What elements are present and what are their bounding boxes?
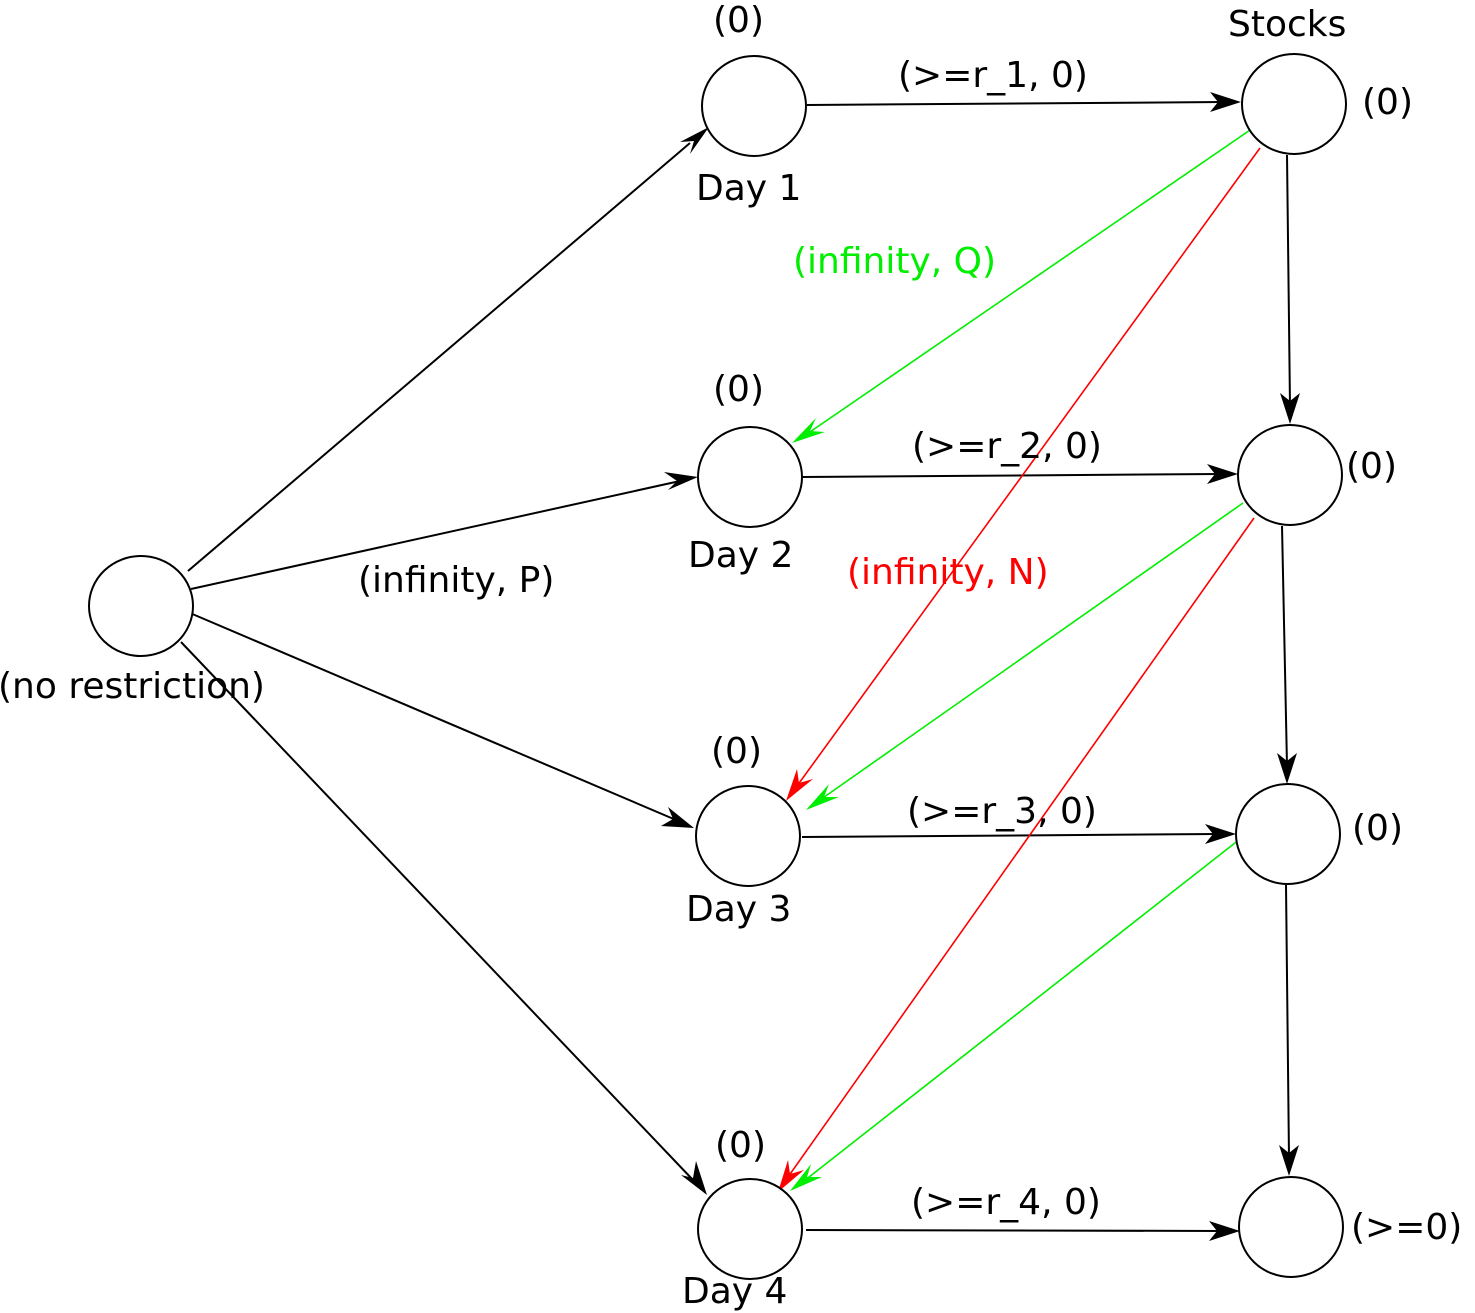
edge-day4-stock4 bbox=[805, 1229, 1223, 1232]
day-to-stock-edges bbox=[801, 92, 1241, 1241]
arrowhead-stock2-day3 bbox=[806, 784, 839, 810]
edge-label-source-days: (infinity, P) bbox=[358, 560, 554, 601]
edge-day2-stock2 bbox=[802, 473, 1221, 478]
edge-source-day1 bbox=[187, 142, 691, 572]
arrowhead-stock2-day4 bbox=[778, 1160, 804, 1192]
arrowhead-day3-stock3 bbox=[1205, 824, 1236, 844]
edge-stock1-stock2 bbox=[1286, 154, 1291, 407]
nodes bbox=[88, 53, 1347, 1280]
source-to-day-edges bbox=[180, 127, 709, 1195]
edge-source-day4 bbox=[180, 641, 694, 1181]
edge-stock1-day3 bbox=[796, 147, 1261, 787]
edge-stock1-day2 bbox=[806, 127, 1254, 435]
arrowhead-stock3-day4 bbox=[790, 1164, 822, 1191]
arrowhead-stock1-stock2 bbox=[1280, 393, 1300, 424]
stock1-annotation: (0) bbox=[1362, 82, 1413, 123]
arrowhead-source-day3 bbox=[661, 807, 694, 828]
arrowhead-source-day4 bbox=[681, 1161, 707, 1195]
edge-source-day3 bbox=[189, 612, 677, 821]
edge-label-day2-stock2: (>=r_2, 0) bbox=[912, 426, 1102, 467]
day4-node bbox=[697, 1178, 803, 1280]
edge-label-next-day: (infinity, Q) bbox=[793, 241, 996, 282]
day4-annotation: (0) bbox=[715, 1125, 766, 1166]
edge-source-day2 bbox=[190, 480, 681, 590]
day1-annotation: (0) bbox=[713, 0, 764, 41]
day3-node bbox=[695, 785, 801, 887]
arrowhead-stock1-day3 bbox=[786, 769, 813, 801]
stock4-node bbox=[1238, 1176, 1344, 1278]
arrowhead-stock2-stock3 bbox=[1277, 753, 1297, 784]
edge-label-day3-stock3: (>=r_3, 0) bbox=[907, 791, 1097, 832]
arrowhead-source-day2 bbox=[664, 472, 698, 490]
arrowhead-source-day1 bbox=[680, 127, 709, 154]
day3-name: Day 3 bbox=[686, 889, 791, 930]
day2-name: Day 2 bbox=[688, 535, 793, 576]
stock1-node bbox=[1241, 53, 1347, 155]
edge-day1-stock1 bbox=[806, 101, 1224, 106]
day2-node bbox=[697, 426, 803, 528]
day1-name: Day 1 bbox=[696, 168, 801, 209]
arrowhead-day1-stock1 bbox=[1210, 92, 1241, 112]
day2-annotation: (0) bbox=[713, 369, 764, 410]
arrowhead-day2-stock2 bbox=[1207, 464, 1238, 484]
edge-stock2-day3 bbox=[819, 502, 1244, 801]
stocks-title: Stocks bbox=[1228, 4, 1346, 45]
arrowhead-day4-stock4 bbox=[1209, 1221, 1240, 1241]
arrowhead-stock1-day2 bbox=[792, 418, 825, 443]
stock-to-stock-edges bbox=[1277, 154, 1300, 1176]
day3-annotation: (0) bbox=[711, 731, 762, 772]
edge-stock2-stock3 bbox=[1281, 525, 1288, 767]
day1-node bbox=[701, 55, 807, 157]
stock2-annotation: (0) bbox=[1346, 446, 1397, 487]
source-node bbox=[88, 555, 194, 657]
stock3-annotation: (0) bbox=[1352, 808, 1403, 849]
day4-name: Day 4 bbox=[682, 1271, 787, 1312]
stock3-node bbox=[1235, 783, 1341, 885]
source-label: (no restriction) bbox=[0, 666, 265, 707]
stock2-node bbox=[1237, 424, 1343, 526]
stock4-annotation: (>=0) bbox=[1351, 1207, 1462, 1248]
edge-label-day4-stock4: (>=r_4, 0) bbox=[911, 1182, 1101, 1223]
edge-stock3-day4 bbox=[803, 838, 1241, 1182]
edge-label-day-after: (infinity, N) bbox=[847, 552, 1049, 593]
edge-stock2-day4 bbox=[787, 517, 1255, 1178]
stock-to-day-after-edges bbox=[778, 147, 1261, 1192]
edge-stock3-stock4 bbox=[1285, 884, 1290, 1159]
edge-label-day1-stock1: (>=r_1, 0) bbox=[898, 55, 1088, 96]
stock-to-next-day-edges bbox=[790, 127, 1254, 1191]
edge-day3-stock3 bbox=[801, 833, 1219, 838]
arrowhead-stock3-stock4 bbox=[1279, 1145, 1299, 1176]
